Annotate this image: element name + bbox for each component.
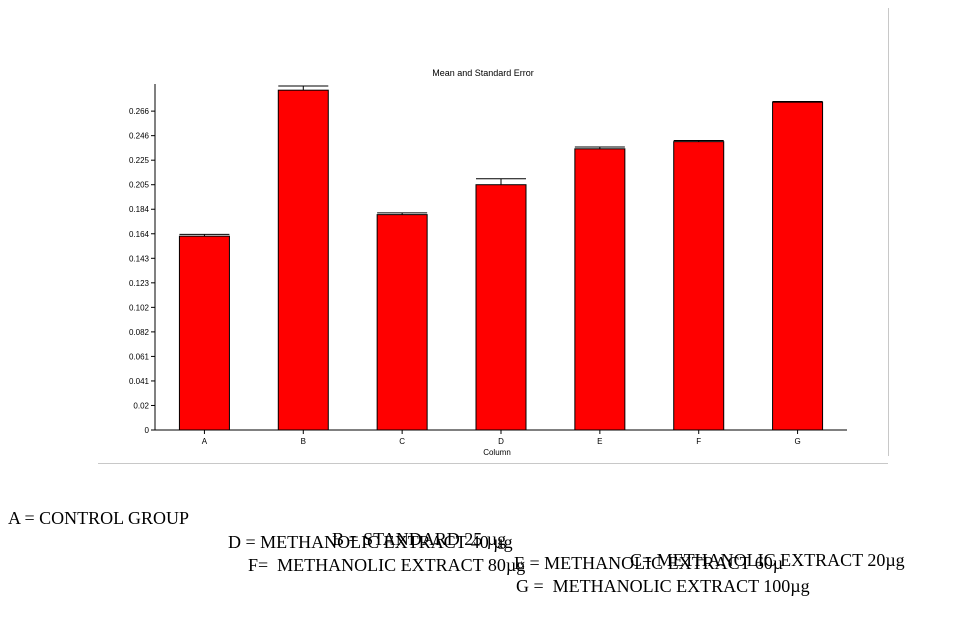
bar-g (772, 101, 824, 431)
bar-c (376, 214, 428, 431)
y-axis: 0 0.02 0.041 0.061 0.082 0.102 0.123 0.143 0.164… (129, 84, 156, 435)
y-tick-label: 0.061 (129, 352, 150, 361)
y-tick-label: 0 (145, 426, 150, 435)
y-tick-label: 0.246 (129, 132, 150, 141)
y-tick-label: 0.082 (129, 328, 150, 337)
frame-border-bottom (98, 463, 888, 464)
x-axis: A B C D E F G (155, 429, 847, 446)
bar-chart: Mean and Standard Error Column 0 0.02 0.04… (129, 68, 847, 457)
x-tick-label: F (696, 437, 701, 446)
y-tick-label: 0.02 (133, 401, 149, 410)
chart-title: Mean and Standard Error (432, 68, 534, 78)
x-tick-label: D (498, 437, 504, 446)
x-axis-label: Column (483, 448, 511, 457)
chart-frame: Mean and Standard Error Column 0 0.02 0.04… (8, 8, 905, 596)
y-tick-label: 0.266 (129, 107, 150, 116)
x-tick-label: A (202, 437, 208, 446)
legend-item-g: G = METHANOLIC EXTRACT 100µg (516, 576, 810, 596)
bar-f (673, 141, 725, 431)
legend-item-b: B = STANDARD 25 µg (332, 529, 507, 549)
legend-item-d: D = METHANOLIC EXTRACT 40 µg (228, 532, 513, 552)
bar-a (178, 235, 230, 431)
legend-item-f: F= METHANOLIC EXTRACT 80µg (248, 555, 526, 575)
y-tick-label: 0.143 (129, 254, 150, 263)
x-tick-label: G (794, 437, 800, 446)
y-tick-label: 0.041 (129, 377, 150, 386)
x-tick-label: B (301, 437, 306, 446)
y-tick-label: 0.184 (129, 205, 150, 214)
y-tick-label: 0.225 (129, 156, 150, 165)
bar-d (475, 184, 527, 431)
x-tick-label: C (399, 437, 405, 446)
legend-item-a: A = CONTROL GROUP (8, 508, 190, 528)
y-tick-label: 0.102 (129, 303, 150, 312)
bar-e (574, 148, 626, 431)
y-tick-label: 0.205 (129, 181, 150, 190)
frame-border-right (888, 8, 889, 456)
y-tick-label: 0.164 (129, 230, 150, 239)
legend-line-3: F= METHANOLIC EXTRACT 80µg G = METHANOLI… (0, 534, 971, 618)
bar-b (277, 89, 329, 431)
y-tick-label: 0.123 (129, 279, 150, 288)
bars (178, 85, 824, 431)
x-tick-label: E (597, 437, 602, 446)
